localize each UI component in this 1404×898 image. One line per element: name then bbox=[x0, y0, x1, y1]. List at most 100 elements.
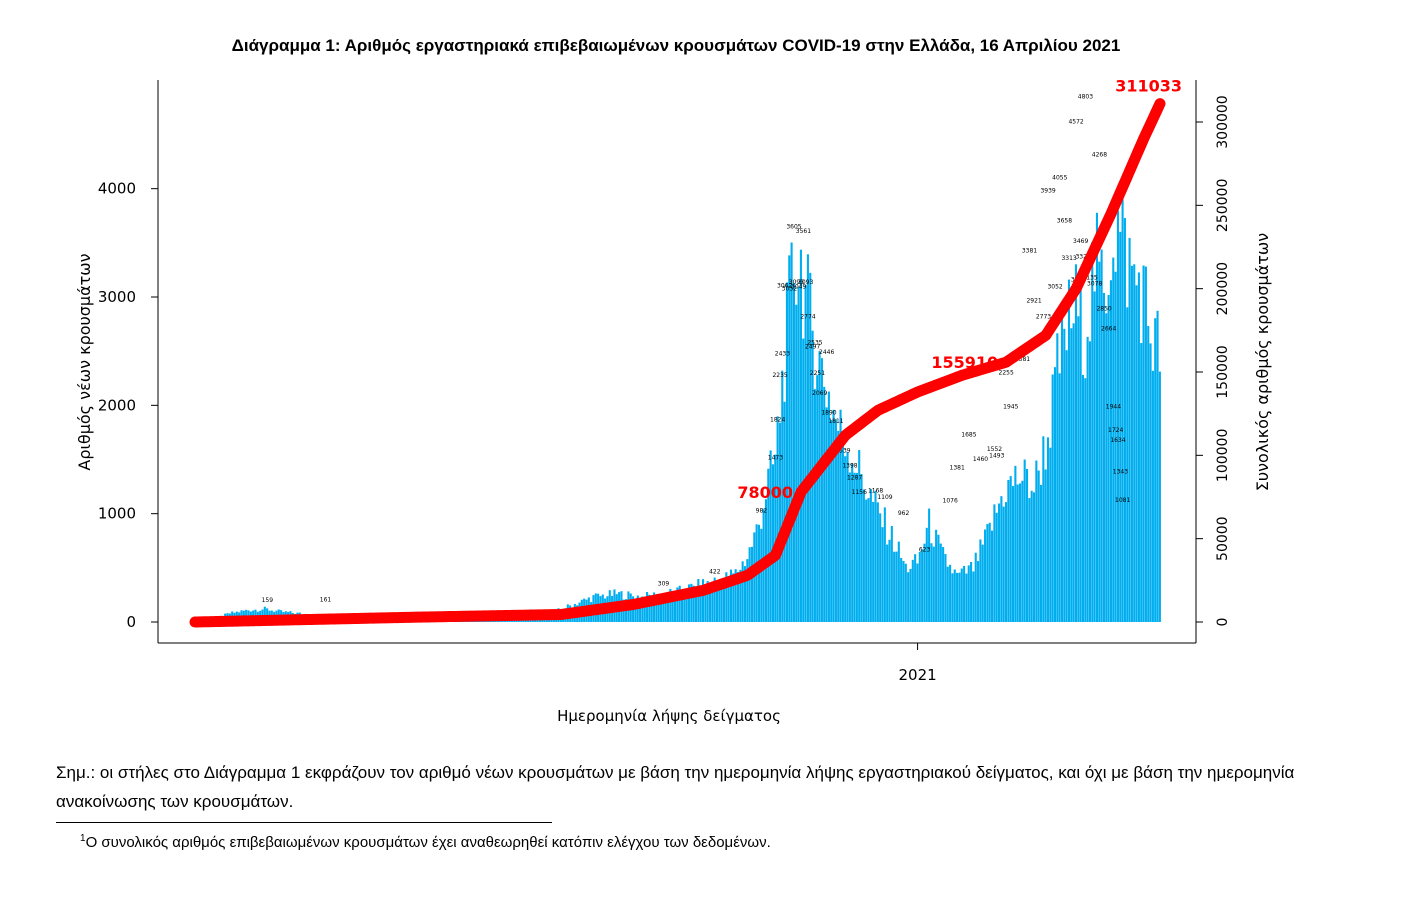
daily-bar bbox=[692, 585, 695, 622]
daily-bar bbox=[909, 568, 912, 622]
daily-bar bbox=[771, 464, 774, 622]
daily-bar bbox=[1142, 265, 1145, 622]
daily-bar bbox=[739, 569, 742, 622]
bar-value-label: 309 bbox=[658, 581, 670, 588]
daily-bar bbox=[678, 585, 681, 622]
daily-bar bbox=[697, 578, 700, 622]
daily-bar bbox=[263, 606, 266, 622]
daily-bar bbox=[1056, 333, 1059, 622]
daily-bar bbox=[853, 472, 856, 622]
daily-bar bbox=[977, 561, 980, 622]
cumulative-value-label: 311033 bbox=[1115, 77, 1182, 96]
daily-bar bbox=[741, 561, 744, 622]
daily-bar bbox=[1119, 231, 1122, 622]
daily-bar bbox=[844, 456, 847, 622]
daily-bar bbox=[799, 249, 802, 622]
daily-bar bbox=[676, 587, 679, 622]
bar-value-label: 3939 bbox=[1040, 187, 1055, 194]
bar-value-label: 1685 bbox=[961, 432, 976, 439]
daily-bar bbox=[1084, 378, 1087, 622]
daily-bar bbox=[984, 529, 987, 622]
daily-bar bbox=[804, 285, 807, 622]
daily-bar bbox=[935, 529, 938, 622]
daily-bar bbox=[816, 375, 819, 622]
bar-value-label: 2069 bbox=[812, 390, 827, 397]
daily-bar bbox=[706, 581, 709, 622]
daily-bar bbox=[674, 594, 677, 622]
daily-bar bbox=[657, 594, 660, 622]
daily-bar bbox=[986, 524, 989, 622]
daily-bar bbox=[851, 463, 854, 622]
daily-bar bbox=[662, 597, 665, 622]
daily-bar bbox=[1116, 210, 1119, 622]
daily-bar bbox=[862, 489, 865, 622]
bar-value-label: 1156 bbox=[852, 489, 867, 496]
daily-bar bbox=[1156, 310, 1159, 622]
daily-bar bbox=[809, 272, 812, 622]
daily-bar bbox=[897, 541, 900, 622]
bar-value-label: 3049 bbox=[791, 284, 806, 291]
daily-bar bbox=[1144, 266, 1147, 622]
daily-bar bbox=[953, 569, 956, 622]
daily-bar bbox=[848, 472, 851, 622]
bar-value-label: 2251 bbox=[810, 370, 825, 377]
daily-bar bbox=[860, 474, 863, 622]
chart-title: Διάγραμμα 1: Αριθμός εργαστηριακά επιβεβ… bbox=[231, 36, 1121, 55]
bar-value-label: 3093 bbox=[798, 279, 813, 286]
daily-bar bbox=[1074, 264, 1078, 622]
bar-value-label: 3561 bbox=[796, 228, 811, 235]
daily-bar bbox=[981, 544, 984, 622]
right-axis-tick-label: 150000 bbox=[1215, 345, 1231, 398]
bar-value-label: 1398 bbox=[842, 463, 857, 470]
daily-bar bbox=[841, 440, 844, 622]
bar-value-label: 1493 bbox=[989, 452, 1004, 459]
daily-bar bbox=[893, 551, 896, 622]
daily-bar bbox=[727, 578, 730, 622]
daily-bar bbox=[1039, 484, 1043, 622]
daily-bar bbox=[988, 522, 991, 622]
daily-bar bbox=[937, 534, 940, 622]
daily-bar bbox=[792, 283, 795, 622]
daily-bar bbox=[1002, 506, 1005, 622]
daily-bar bbox=[967, 565, 970, 622]
daily-bar bbox=[1072, 323, 1075, 622]
daily-bar bbox=[1060, 312, 1064, 622]
daily-bar bbox=[823, 386, 826, 622]
daily-bar bbox=[1137, 272, 1140, 622]
bar-value-label: 962 bbox=[898, 510, 910, 517]
cumulative-cases-line bbox=[189, 98, 1166, 628]
bar-value-label: 1081 bbox=[1115, 497, 1130, 504]
daily-bar bbox=[1081, 374, 1085, 622]
daily-bar bbox=[1135, 285, 1138, 622]
bar-value-label: 1381 bbox=[950, 464, 965, 471]
daily-bar bbox=[732, 573, 735, 622]
bar-value-label: 161 bbox=[320, 597, 332, 604]
bar-value-label: 1552 bbox=[987, 446, 1002, 453]
daily-bar bbox=[965, 573, 968, 622]
daily-bar bbox=[881, 527, 884, 622]
daily-bar bbox=[767, 468, 770, 622]
daily-bar bbox=[634, 599, 637, 622]
daily-bar bbox=[685, 592, 688, 622]
left-axis-tick-label: 2000 bbox=[98, 396, 136, 414]
daily-bar bbox=[734, 569, 737, 622]
daily-bar bbox=[876, 502, 879, 622]
bar-value-label: 3093 bbox=[789, 279, 804, 286]
daily-bar bbox=[825, 407, 828, 622]
daily-bar bbox=[1007, 479, 1010, 622]
bar-value-label: 4572 bbox=[1068, 119, 1083, 126]
daily-bar bbox=[883, 507, 886, 622]
bar-value-label: 4268 bbox=[1092, 152, 1107, 159]
daily-bar bbox=[979, 539, 982, 622]
daily-bar bbox=[1067, 279, 1071, 622]
daily-bar bbox=[753, 532, 756, 622]
daily-bar bbox=[846, 451, 849, 622]
daily-bar bbox=[1051, 374, 1054, 622]
daily-bar bbox=[743, 566, 747, 622]
daily-bar bbox=[834, 419, 837, 622]
bar-value-label: 1168 bbox=[868, 488, 883, 495]
right-axis-tick-label: 200000 bbox=[1215, 262, 1231, 315]
daily-bar bbox=[888, 539, 891, 622]
daily-bar bbox=[795, 304, 798, 622]
daily-bar bbox=[1100, 249, 1103, 622]
